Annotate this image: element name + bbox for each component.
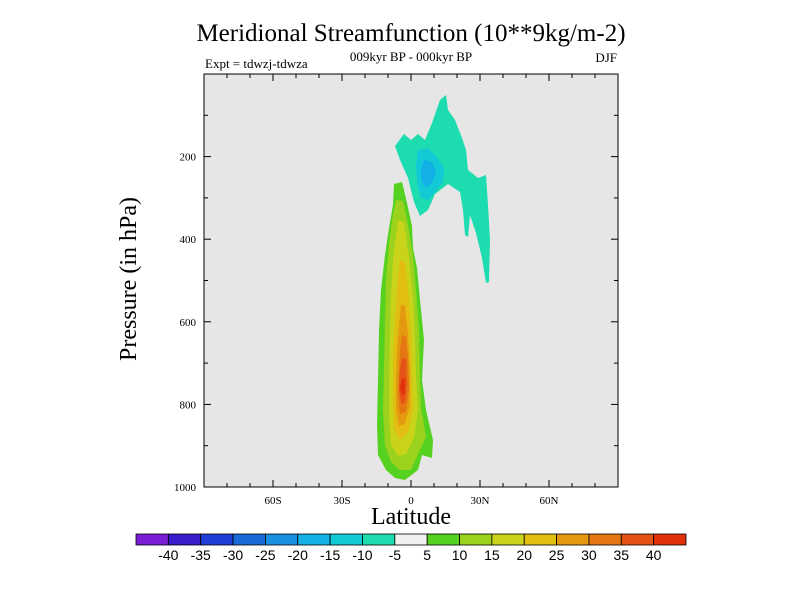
colorbar-swatch — [362, 533, 396, 546]
colorbar-swatch — [232, 533, 266, 546]
colorbar-tick-label: -20 — [288, 547, 308, 563]
axis-tick-labels: 60S 30S 0 30N 60N 200 400 600 800 1000 — [174, 152, 559, 507]
x-tick-label: 0 — [408, 495, 414, 507]
colorbar-tick-label: 20 — [516, 547, 532, 563]
colorbar-swatch — [200, 533, 234, 546]
colorbar-tick-label: 25 — [549, 547, 565, 563]
colorbar-tick-label: 10 — [452, 547, 468, 563]
axis-ticks — [203, 74, 619, 488]
colorbar-swatch — [135, 533, 169, 546]
colorbar-swatch — [459, 533, 493, 546]
colorbar-swatch — [329, 533, 363, 546]
colorbar-swatch — [653, 533, 687, 546]
colorbar-swatch — [297, 533, 331, 546]
colorbar-swatch — [620, 533, 655, 546]
contour-fills — [377, 95, 490, 480]
season-label: DJF — [595, 50, 617, 65]
y-tick-label: 1000 — [174, 482, 197, 494]
contour-negative-main — [395, 95, 490, 283]
contour-positive-40 — [400, 378, 405, 396]
x-tick-label: 30S — [333, 495, 350, 507]
colorbar-tick-label: 40 — [646, 547, 662, 563]
colorbar-swatch — [491, 533, 525, 546]
chart-title: Meridional Streamfunction (10**9kg/m-2) — [196, 20, 625, 47]
y-tick-label: 400 — [180, 234, 197, 246]
colorbar-tick-label: 15 — [484, 547, 500, 563]
colorbar-tick-label: -10 — [352, 547, 372, 563]
colorbar-tick-label: -35 — [191, 547, 211, 563]
x-tick-label: 60N — [540, 495, 559, 507]
colorbar-swatch — [588, 533, 622, 546]
colorbar-tick-label: -15 — [320, 547, 340, 563]
contour-negative-15 — [421, 160, 436, 188]
y-tick-label: 800 — [180, 399, 197, 411]
colorbar-swatch — [265, 533, 299, 546]
colorbar-swatch — [556, 533, 590, 546]
colorbar-tick-label: 35 — [614, 547, 630, 563]
colorbar-tick-label: -30 — [223, 547, 243, 563]
colorbar-tick-label: 5 — [423, 547, 431, 563]
colorbar-swatch — [523, 533, 557, 546]
colorbar-tick-label: 30 — [581, 547, 597, 563]
colorbar-tick-label: -25 — [255, 547, 275, 563]
x-axis-label: Latitude — [371, 504, 451, 530]
experiment-label: Expt = tdwzj-tdwza — [205, 56, 308, 71]
x-tick-label: 60S — [264, 495, 281, 507]
colorbar-swatch — [426, 533, 460, 546]
chart-subtitle: 009kyr BP - 000kyr BP — [350, 49, 472, 64]
y-axis-label: Pressure (in hPa) — [116, 197, 142, 361]
colorbar-tick-label: -5 — [389, 547, 402, 563]
colorbar-swatch — [167, 533, 202, 546]
y-tick-label: 600 — [180, 317, 197, 329]
colorbar-tick-label: -40 — [158, 547, 178, 563]
y-tick-label: 200 — [180, 152, 197, 164]
x-tick-label: 30N — [471, 495, 490, 507]
colorbar: -40 -35 -30 -25 -20 -15 -10 -5 5 10 15 20 25 30 35 40 — [135, 533, 687, 563]
colorbar-swatch — [394, 533, 428, 546]
